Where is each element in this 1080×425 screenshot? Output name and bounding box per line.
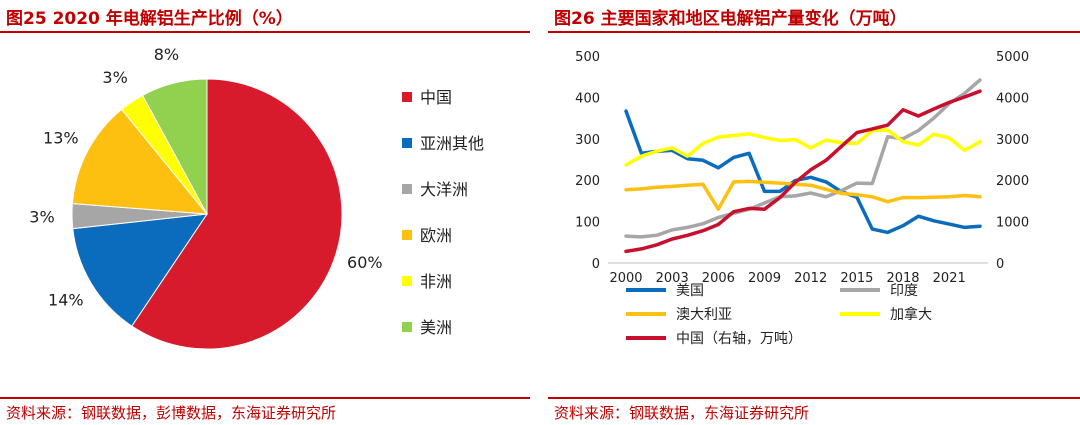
pie-slice-label: 60% <box>347 253 383 272</box>
line-chart: 0100200300400500010002000300040005000200… <box>575 50 1029 347</box>
y-left-tick-label: 300 <box>575 133 600 148</box>
pie-slice <box>72 213 209 327</box>
y-right-tick-label: 2000 <box>996 174 1029 189</box>
legend-swatch <box>402 184 412 194</box>
title-rule <box>548 31 1080 33</box>
y-left-tick-label: 0 <box>592 257 600 272</box>
y-right-tick-label: 1000 <box>996 216 1029 231</box>
pie-slice-label: 3% <box>29 208 54 227</box>
x-tick-label: 2003 <box>656 271 689 286</box>
y-left-tick-label: 400 <box>575 91 600 106</box>
pie-slice-label: 8% <box>154 45 179 64</box>
source-rule <box>0 397 530 399</box>
legend-swatch <box>402 138 412 148</box>
y-right-tick-label: 3000 <box>996 133 1029 148</box>
legend-label: 美国 <box>676 283 704 299</box>
x-tick-label: 2021 <box>933 271 966 286</box>
pie-slice-label: 13% <box>43 129 79 148</box>
pie-slice-label: 14% <box>48 290 84 309</box>
legend-swatch <box>402 322 412 332</box>
title-rule <box>0 31 530 33</box>
legend-label: 亚洲其他 <box>420 134 484 153</box>
series-line <box>624 128 982 167</box>
y-right-tick-label: 5000 <box>996 50 1029 65</box>
x-tick-label: 2000 <box>609 271 642 286</box>
x-tick-label: 2009 <box>748 271 781 286</box>
y-right-tick-label: 0 <box>996 257 1004 272</box>
legend-label: 中国 <box>420 88 452 107</box>
line-chart-title: 图26 主要国家和地区电解铝产量变化（万吨） <box>554 9 907 29</box>
x-tick-label: 2018 <box>886 271 919 286</box>
x-tick-label: 2006 <box>702 271 735 286</box>
y-left-tick-label: 100 <box>575 216 600 231</box>
legend-label: 大洋洲 <box>420 180 468 199</box>
pie-chart-source: 资料来源：钢联数据，彭博数据，东海证券研究所 <box>6 404 337 422</box>
right-panel: 图26 主要国家和地区电解铝产量变化（万吨） 0 100 200 300 400 500 0… <box>548 0 1080 425</box>
series-line <box>624 78 982 239</box>
pie-slice <box>71 108 209 215</box>
legend-label: 美洲 <box>420 318 452 337</box>
pie-slice <box>131 78 343 350</box>
series-line <box>624 89 982 254</box>
legend-swatch <box>402 92 412 102</box>
legend-label: 非洲 <box>420 272 452 291</box>
pie-slice-label: 3% <box>102 68 127 87</box>
y-right-tick-label: 4000 <box>996 91 1029 106</box>
y-left-tick-label: 500 <box>575 50 600 65</box>
legend-label: 加拿大 <box>890 306 932 323</box>
source-rule <box>548 397 1080 399</box>
x-tick-label: 2015 <box>840 271 873 286</box>
legend-label: 欧洲 <box>420 226 452 245</box>
line-chart-source: 资料来源：钢联数据，东海证券研究所 <box>554 404 810 422</box>
legend-swatch <box>402 276 412 286</box>
legend-label: 印度 <box>890 283 918 299</box>
legend-label: 澳大利亚 <box>676 307 732 323</box>
series-line <box>624 179 982 211</box>
series-line <box>624 109 982 235</box>
pie-chart-title: 图25 2020 年电解铝生产比例（%） <box>6 9 293 29</box>
y-left-tick-label: 200 <box>575 174 600 189</box>
x-tick-label: 2012 <box>794 271 827 286</box>
left-panel: 图25 2020 年电解铝生产比例（%） 60% 14% 3% 13% 3% 8% 中国亚洲… <box>0 0 530 425</box>
legend-swatch <box>402 230 412 240</box>
pie-slice <box>141 78 208 215</box>
legend-label: 中国（右轴，万吨） <box>676 331 802 347</box>
